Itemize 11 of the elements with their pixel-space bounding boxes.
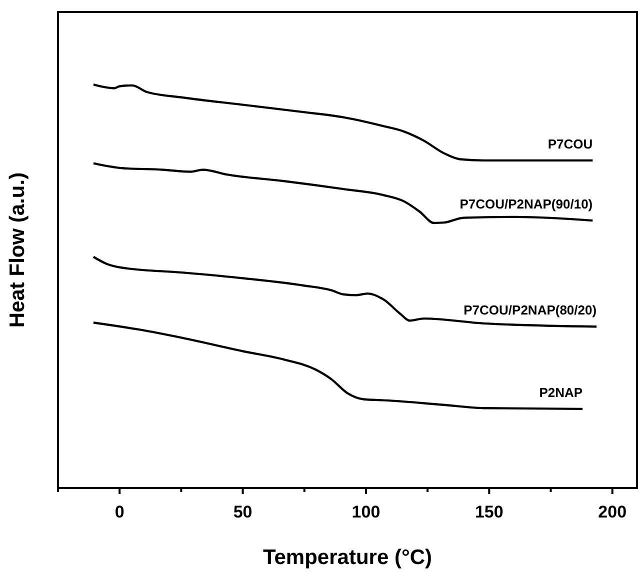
series-label: P7COU/P2NAP(90/10) xyxy=(460,196,593,212)
series-label: P7COU/P2NAP(80/20) xyxy=(464,302,597,318)
x-tick-label: 100 xyxy=(352,502,380,522)
series-label: P2NAP xyxy=(539,384,583,400)
y-axis-title: Heat Flow (a.u.) xyxy=(6,172,29,328)
x-tick-label: 200 xyxy=(598,502,627,522)
x-tick-label: 0 xyxy=(114,502,124,522)
x-tick-label: 50 xyxy=(233,502,252,522)
x-tick-label: 150 xyxy=(474,502,504,522)
x-axis-title: Temperature (°C) xyxy=(262,546,432,569)
series-label: P7COU xyxy=(548,136,593,152)
